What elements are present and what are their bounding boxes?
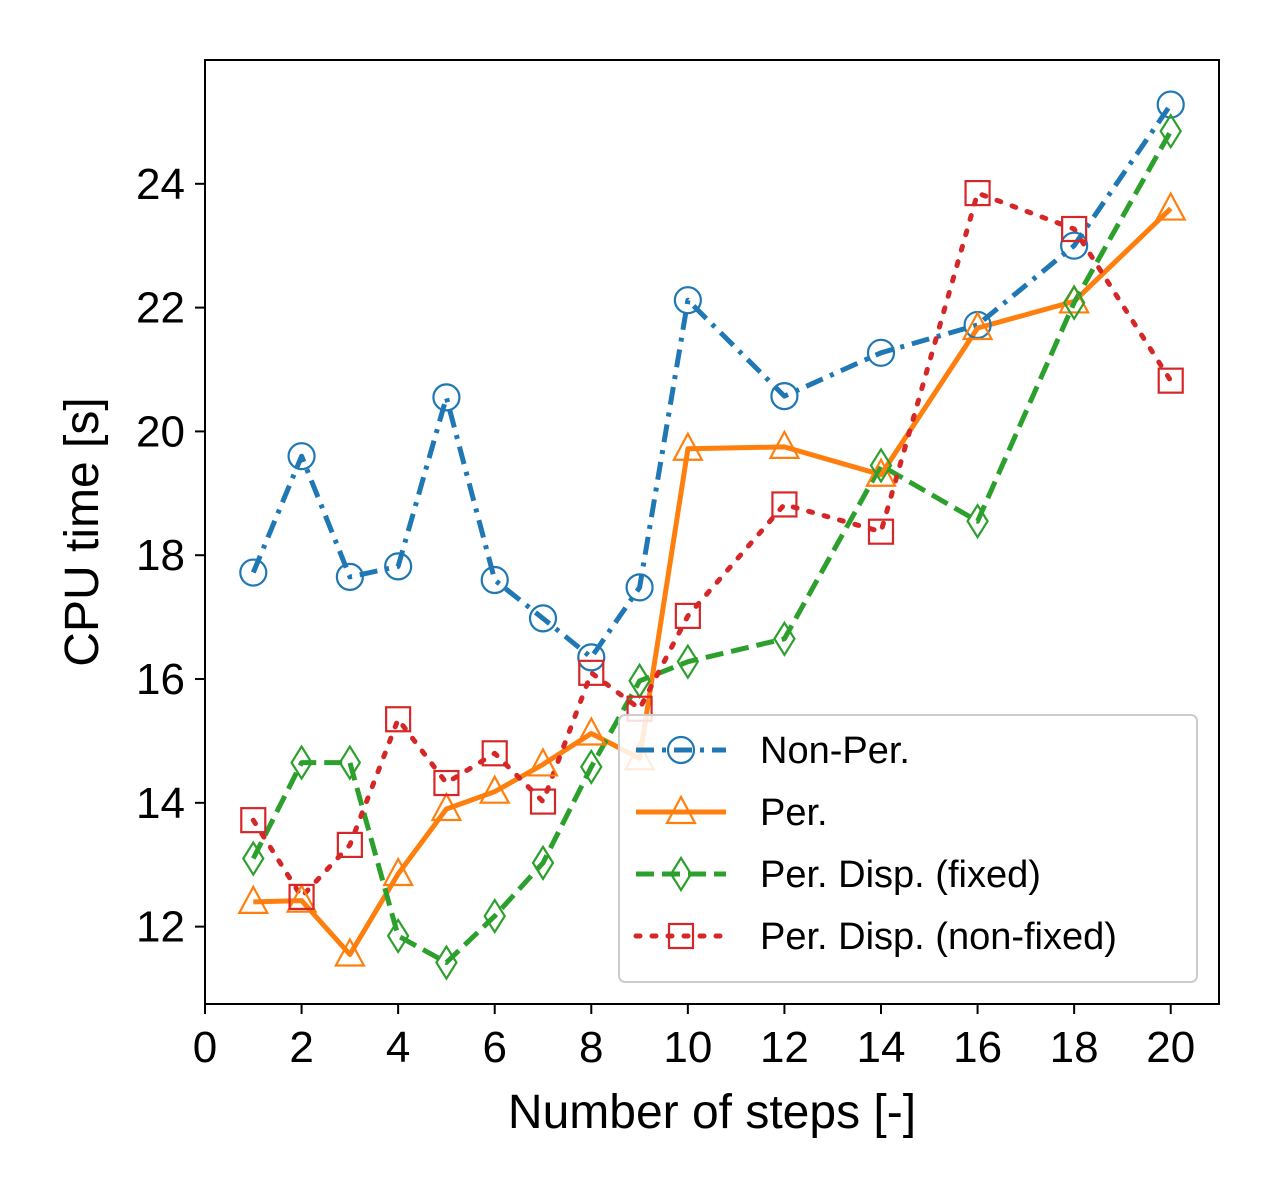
data-point-s4-6 xyxy=(481,740,508,767)
data-point-s3-2 xyxy=(290,744,313,781)
y-tick-label: 14 xyxy=(136,779,185,828)
data-point-s2-13 xyxy=(961,310,994,341)
data-point-s1-8 xyxy=(577,643,606,672)
data-point-s2-6 xyxy=(478,774,511,804)
data-point-s4-7 xyxy=(529,788,557,815)
x-axis-label: Number of steps [-] xyxy=(508,1086,916,1139)
data-point-s3-4 xyxy=(386,917,410,954)
y-tick-label: 12 xyxy=(136,903,185,952)
data-point-s3-10 xyxy=(676,643,700,680)
data-point-s1-1 xyxy=(239,558,268,587)
x-tick-label: 18 xyxy=(1050,1023,1099,1072)
data-point-s4-15 xyxy=(1157,367,1184,394)
data-point-s4-14 xyxy=(1061,215,1088,243)
legend-label: Per. Disp. (non-fixed) xyxy=(760,916,1117,958)
data-point-s2-5 xyxy=(430,791,463,822)
legend-label: Per. xyxy=(760,792,828,834)
data-point-s2-8 xyxy=(575,716,608,746)
data-point-s4-2 xyxy=(288,883,315,911)
y-tick-label: 24 xyxy=(136,160,185,209)
x-tick-label: 10 xyxy=(663,1023,712,1072)
series-line-3 xyxy=(251,129,1173,965)
legend-label: Non-Per. xyxy=(760,730,910,772)
data-point-s4-11 xyxy=(771,491,798,518)
data-point-s3-8 xyxy=(579,748,603,785)
series-line-2 xyxy=(253,206,1173,957)
plot-frame xyxy=(204,59,1220,1005)
x-tick-label: 0 xyxy=(193,1023,217,1072)
data-point-s1-14 xyxy=(1060,231,1089,260)
x-tick-label: 14 xyxy=(857,1023,906,1072)
data-point-s3-13 xyxy=(966,503,989,540)
data-point-s2-12 xyxy=(865,457,897,487)
data-point-s1-4 xyxy=(384,552,413,581)
legend: Non-Per. Per. Per. Disp. (fixed) Per. Disp.… xyxy=(618,714,1198,983)
data-point-s2-11 xyxy=(768,429,801,459)
y-axis-ticks: 12 14 16 18 20 22 24 xyxy=(136,160,205,952)
y-tick-label: 20 xyxy=(136,407,185,456)
series-line-4 xyxy=(250,190,1174,900)
data-point-s4-8 xyxy=(578,659,605,686)
data-point-s3-14 xyxy=(1062,284,1086,321)
data-point-s4-13 xyxy=(964,179,991,207)
data-point-s4-3 xyxy=(336,831,363,859)
data-point-s3-3 xyxy=(338,744,362,781)
data-point-s1-12 xyxy=(866,338,896,367)
data-point-s2-4 xyxy=(382,856,414,887)
data-point-s4-1 xyxy=(240,807,267,834)
data-point-s4-12 xyxy=(867,518,895,545)
data-point-s3-1 xyxy=(241,840,265,877)
data-point-s3-11 xyxy=(773,620,796,657)
data-point-s4-4 xyxy=(385,706,412,733)
data-point-s2-7 xyxy=(527,747,559,777)
y-tick-label: 18 xyxy=(136,531,185,580)
legend-item-4: Per. Disp. (non-fixed) xyxy=(633,916,1117,958)
data-point-s3-15 xyxy=(1159,113,1183,150)
data-point-s2-15 xyxy=(1154,191,1187,221)
data-point-s1-7 xyxy=(528,604,558,633)
legend-box xyxy=(618,714,1198,983)
x-axis-ticks: 0 2 4 6 8 10 12 14 16 18 20 xyxy=(193,1004,1195,1072)
legend-item-1: Non-Per. xyxy=(636,730,910,772)
data-point-s1-5 xyxy=(432,383,461,412)
x-tick-label: 4 xyxy=(386,1023,410,1072)
y-tick-label: 22 xyxy=(136,284,185,333)
x-tick-label: 8 xyxy=(579,1023,603,1072)
data-point-s2-3 xyxy=(334,937,366,967)
data-point-s2-10 xyxy=(672,431,704,461)
x-tick-label: 16 xyxy=(953,1023,1002,1072)
data-point-s4-5 xyxy=(433,769,460,797)
data-point-s1-11 xyxy=(770,382,799,411)
data-point-s3-5 xyxy=(435,944,458,981)
y-axis-label: CPU time [s] xyxy=(56,397,109,666)
x-tick-label: 6 xyxy=(482,1023,506,1072)
series-line-1 xyxy=(250,103,1173,660)
legend-marker xyxy=(667,922,695,950)
x-tick-label: 20 xyxy=(1146,1023,1195,1072)
data-point-s3-6 xyxy=(483,898,507,935)
x-tick-label: 12 xyxy=(760,1023,809,1072)
data-point-s2-1 xyxy=(237,884,270,914)
data-point-s1-6 xyxy=(480,565,509,595)
plot-lines xyxy=(250,103,1174,965)
data-point-s4-10 xyxy=(674,602,701,629)
data-point-s1-9 xyxy=(625,573,654,602)
data-point-s3-12 xyxy=(869,447,893,484)
data-point-s1-10 xyxy=(673,286,702,315)
legend-label: Per. Disp. (fixed) xyxy=(760,854,1041,896)
y-tick-label: 16 xyxy=(136,655,185,704)
data-point-s1-15 xyxy=(1156,90,1185,119)
data-point-s1-3 xyxy=(335,562,364,591)
data-point-s2-2 xyxy=(285,883,318,913)
data-point-s3-7 xyxy=(531,844,555,881)
plot-markers xyxy=(237,90,1187,981)
legend-item-3: Per. Disp. (fixed) xyxy=(636,854,1041,896)
legend-item-2: Per. xyxy=(636,792,828,834)
legend-marker xyxy=(665,794,697,825)
x-tick-label: 2 xyxy=(289,1023,313,1072)
data-point-s1-2 xyxy=(287,442,316,471)
legend-marker xyxy=(666,735,696,765)
legend-marker xyxy=(669,855,693,893)
